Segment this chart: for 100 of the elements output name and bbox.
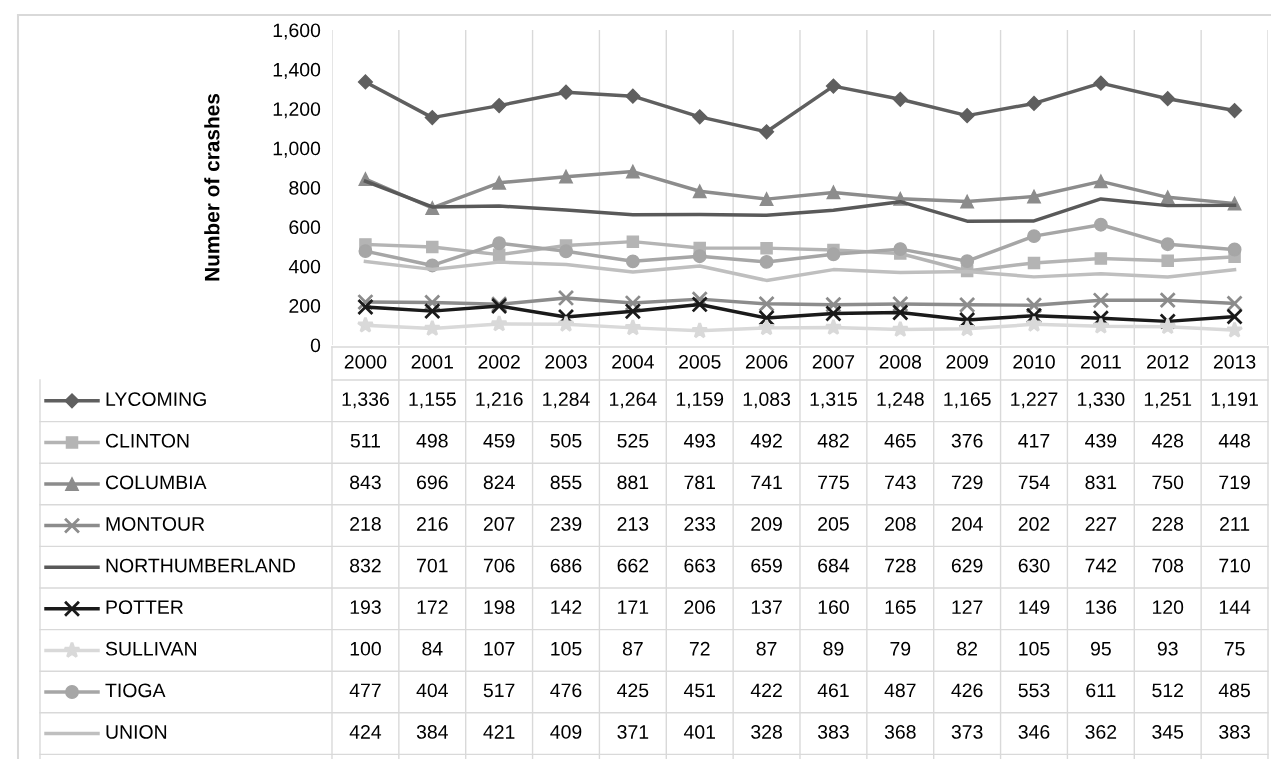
data-label: 100 [350,641,381,656]
data-label: 75 [1224,642,1245,656]
point [891,320,909,338]
point [357,298,374,316]
data-label: 409 [550,725,582,739]
data-label: 209 [751,517,782,531]
data-label: 137 [751,600,782,615]
x-tick-label: 2005 [679,354,721,369]
data-label: 1,227 [1011,392,1058,409]
y-tick-label: 1,000 [273,141,321,158]
point [758,309,775,327]
point [558,84,574,100]
legend-label: LYCOMING [106,392,206,407]
point [426,240,439,254]
point [824,318,843,336]
data-label: 422 [750,683,782,698]
data-label: 362 [1085,725,1117,739]
data-label: 227 [1085,517,1117,531]
data-label: 611 [1086,683,1116,698]
x-tick-label: 2001 [411,354,453,369]
point [1027,256,1041,270]
point [760,241,773,255]
point [691,296,709,313]
data-label: 459 [483,433,515,448]
data-label: 843 [350,475,381,490]
data-label: 426 [951,683,983,698]
point [624,318,642,336]
data-label: 630 [1018,558,1050,573]
point [1159,291,1177,309]
legend-label: CLINTON [105,433,189,448]
data-label: 728 [885,558,916,573]
point [490,314,508,332]
point [960,194,975,209]
point [626,235,640,248]
data-label: 1,330 [1078,392,1125,409]
data-label: 461 [817,683,849,698]
point [826,185,841,200]
point [1160,237,1175,252]
point [958,319,976,337]
data-label: 686 [550,558,582,573]
x-tick-label: 2007 [812,354,855,369]
data-label: 1,248 [877,392,924,409]
data-label: 346 [1018,725,1050,739]
x-tick-label: 2013 [1213,354,1256,369]
data-label: 202 [1018,517,1050,531]
data-label: 87 [622,641,643,656]
data-label: 719 [1219,475,1250,490]
point [559,169,573,184]
point [424,110,440,126]
point [1092,317,1110,334]
point [1026,95,1042,112]
point [1160,91,1176,107]
data-label: 505 [550,433,582,448]
data-label: 708 [1152,558,1184,573]
data-label: 553 [1018,683,1050,698]
data-label: 368 [884,725,916,739]
x-tick-label: 2010 [1013,354,1055,369]
data-label: 79 [890,641,911,656]
data-label: 684 [818,558,850,573]
data-label: 741 [751,475,782,490]
data-label: 1,165 [944,392,991,409]
y-tick-label: 1,400 [273,62,321,79]
data-label: 376 [951,433,983,448]
point [557,315,575,332]
data-label: 855 [550,475,582,490]
point [891,295,909,313]
data-label: 492 [750,433,782,448]
y-tick-label: 0 [310,338,321,353]
legend-label: POTTER [106,600,183,615]
data-label: 404 [416,683,448,698]
data-label: 1,264 [610,392,657,409]
data-label: 476 [550,683,582,698]
data-label: 165 [885,600,916,615]
data-label: 439 [1085,433,1117,448]
data-label: 144 [1219,600,1251,614]
data-label: 421 [483,725,515,739]
data-label: 172 [417,600,448,614]
data-label: 239 [550,517,582,531]
data-label: 72 [689,641,710,656]
point [1160,190,1175,205]
point [825,78,841,94]
point [892,91,908,107]
point [357,74,373,90]
data-label: 193 [350,600,381,615]
y-tick-label: 600 [289,220,321,235]
data-label: 451 [683,683,715,698]
point [757,318,776,336]
point [491,98,507,114]
data-label: 742 [1085,558,1117,573]
data-label: 1,191 [1211,392,1258,409]
data-label: 105 [1019,641,1050,656]
point [1093,174,1108,189]
data-label: 383 [817,725,849,739]
point [1226,308,1243,325]
legend-label: SULLIVAN [105,641,196,656]
data-label: 1,251 [1144,392,1192,409]
point [692,249,707,264]
data-label: 831 [1085,475,1117,490]
point [1227,242,1242,257]
data-label: 775 [818,475,849,490]
